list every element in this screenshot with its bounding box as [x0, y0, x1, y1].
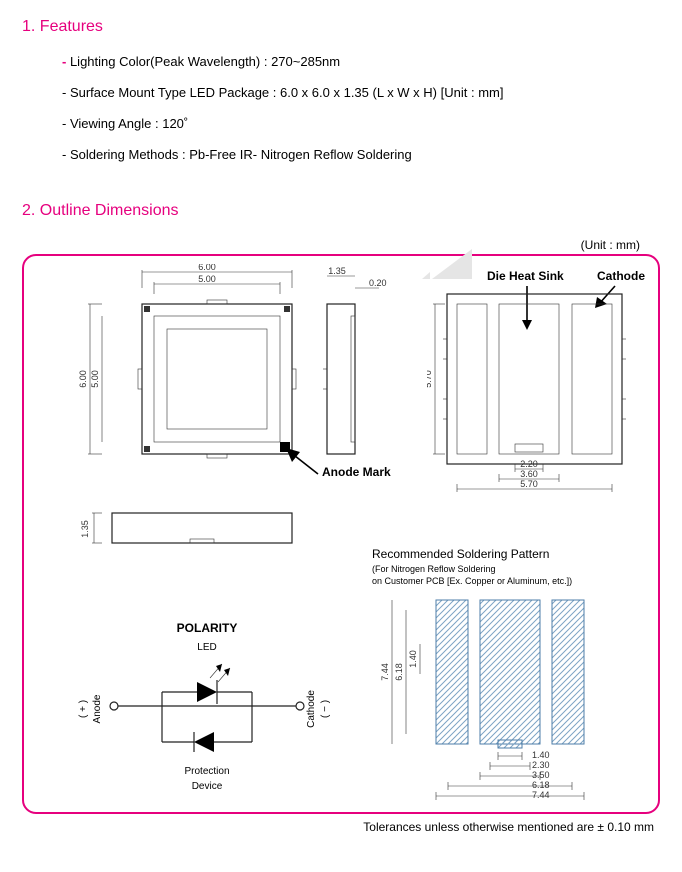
dim-h4: 6.18: [532, 780, 550, 790]
dim-inner-w: 5.00: [198, 274, 216, 284]
anode-sign: ( + ): [78, 700, 89, 718]
outline-heading: 2. Outline Dimensions: [22, 202, 660, 220]
feature-text: Surface Mount Type LED Package : 6.0 x 6…: [70, 85, 504, 100]
protection-label: Protection: [184, 766, 229, 777]
dim-outer-w: 6.00: [198, 264, 216, 272]
dim-base-h: 1.35: [80, 520, 90, 538]
feature-text: Soldering Methods : Pb-Free IR- Nitrogen…: [70, 147, 412, 162]
dim-pad-span: 3.60: [520, 469, 538, 479]
feature-text: Viewing Angle : 120˚: [70, 116, 188, 131]
feature-item: - Surface Mount Type LED Package : 6.0 x…: [62, 85, 660, 100]
device-label: Device: [192, 781, 223, 792]
polarity-schematic: POLARITY LED Anode ( + ) Cathode ( − ) P…: [62, 614, 352, 804]
dim-v-mid: 6.18: [394, 663, 404, 681]
cathode-label: Cathode: [306, 690, 317, 728]
bottom-view-drawing: Die Heat Sink Cathode 5.70 2.20 3.60 5.7…: [427, 264, 657, 504]
anode-label: Anode: [92, 694, 103, 723]
polarity-subtitle: LED: [197, 642, 216, 653]
feature-item: - Lighting Color(Peak Wavelength) : 270~…: [62, 54, 660, 69]
diagram-area: 6.00 5.00 6.00 5.00 1.35 0.20 Die Heat S…: [32, 264, 650, 804]
dim-bottom-h: 5.70: [427, 370, 433, 388]
polarity-title: POLARITY: [177, 621, 238, 635]
soldering-note2: on Customer PCB [Ex. Copper or Aluminum,…: [372, 576, 572, 586]
dim-v-inner: 1.40: [408, 650, 418, 668]
feature-item: - Soldering Methods : Pb-Free IR- Nitrog…: [62, 147, 660, 162]
dim-inner-h: 5.00: [90, 370, 100, 388]
dim-lip: 0.20: [369, 278, 387, 288]
feature-text: Lighting Color(Peak Wavelength) : 270~28…: [70, 54, 340, 69]
base-profile-drawing: 1.35: [72, 499, 302, 549]
unit-label: (Unit : mm): [22, 238, 640, 252]
tolerance-note: Tolerances unless otherwise mentioned ar…: [22, 820, 654, 834]
soldering-title: Recommended Soldering Pattern: [372, 547, 549, 561]
features-heading: 1. Features: [22, 18, 660, 36]
dim-full-w: 5.70: [520, 479, 538, 489]
anode-mark-callout: Anode Mark: [262, 444, 442, 484]
dim-pad-w: 2.20: [520, 459, 538, 469]
dim-h2: 2.30: [532, 760, 550, 770]
cathode-label: Cathode: [597, 269, 645, 283]
dim-h1: 1.40: [532, 750, 550, 760]
features-list: - Lighting Color(Peak Wavelength) : 270~…: [62, 54, 660, 162]
dim-outer-h: 6.00: [78, 370, 88, 388]
anode-mark-label: Anode Mark: [322, 465, 391, 479]
soldering-pattern-drawing: Recommended Soldering Pattern (For Nitro…: [372, 544, 662, 814]
cathode-sign: ( − ): [320, 700, 331, 718]
dim-h5: 7.44: [532, 790, 550, 800]
soldering-note1: (For Nitrogen Reflow Soldering: [372, 564, 496, 574]
outline-dimensions-box: 6.00 5.00 6.00 5.00 1.35 0.20 Die Heat S…: [22, 254, 660, 814]
dim-h3: 3.50: [532, 770, 550, 780]
heat-sink-label: Die Heat Sink: [487, 269, 564, 283]
dim-v-outer: 7.44: [380, 663, 390, 681]
dim-thickness: 1.35: [328, 266, 346, 276]
feature-item: - Viewing Angle : 120˚: [62, 116, 660, 131]
